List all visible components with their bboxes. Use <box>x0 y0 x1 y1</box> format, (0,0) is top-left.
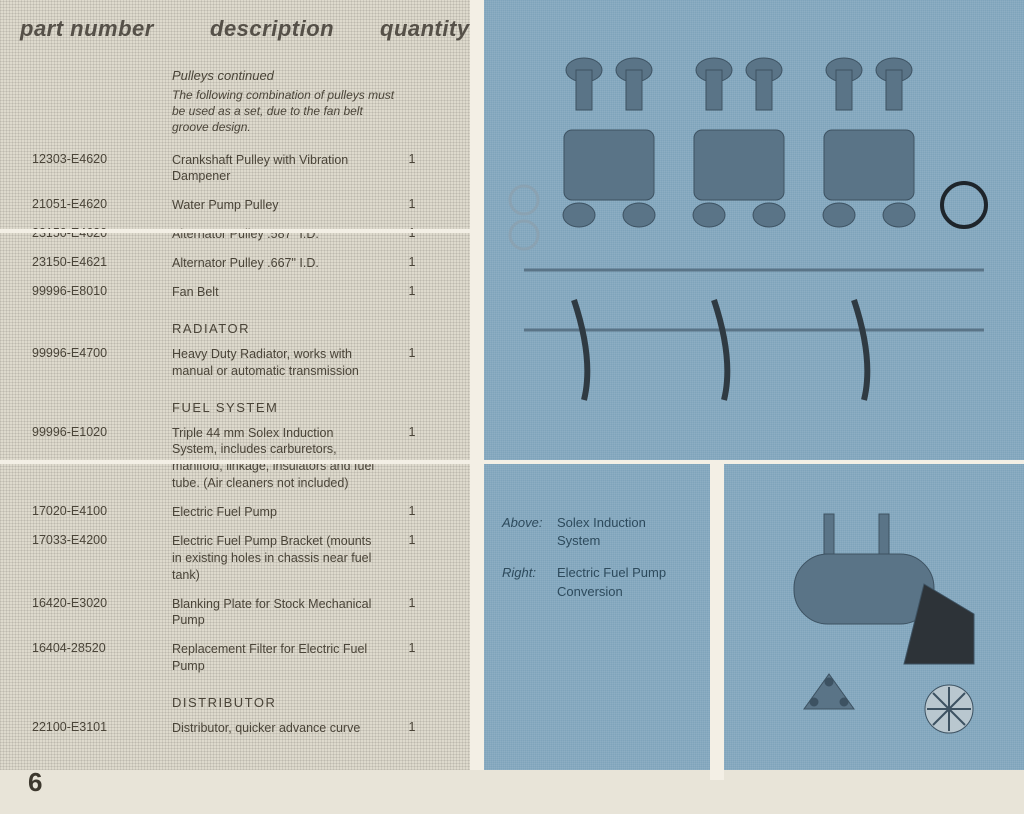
photo-fuel-pump <box>724 464 1024 770</box>
part-qty: 1 <box>392 596 432 610</box>
vertical-gap <box>710 460 724 780</box>
caption-label: Right: <box>502 564 557 600</box>
part-desc: Blanking Plate for Stock Mechanical Pump <box>172 596 392 630</box>
part-desc: Alternator Pulley .667" I.D. <box>172 255 392 272</box>
part-number: 99996-E4700 <box>32 346 172 360</box>
header-description: description <box>210 16 334 42</box>
table-row: 99996-E1020 Triple 44 mm Solex Induction… <box>32 419 470 499</box>
table-row: 16404-28520 Replacement Filter for Elect… <box>32 635 470 681</box>
parts-body: Pulleys continued The following combinat… <box>0 60 470 743</box>
part-desc: Triple 44 mm Solex Induction System, inc… <box>172 425 392 493</box>
table-row: 16420-E3020 Blanking Plate for Stock Mec… <box>32 590 470 636</box>
part-number: 21051-E4620 <box>32 197 172 211</box>
vertical-gap <box>470 0 484 770</box>
part-desc: Distributor, quicker advance curve <box>172 720 392 737</box>
part-qty: 1 <box>392 152 432 166</box>
header-part-number: part number <box>20 16 154 42</box>
part-desc: Electric Fuel Pump <box>172 504 392 521</box>
table-row: 17020-E4100 Electric Fuel Pump 1 <box>32 498 470 527</box>
table-row: 22100-E3101 Distributor, quicker advance… <box>32 714 470 743</box>
caption-text: Solex Induction System <box>557 514 692 550</box>
section-fuel-system: FUEL SYSTEM <box>32 386 470 419</box>
part-qty: 1 <box>392 504 432 518</box>
page-number: 6 <box>28 767 42 798</box>
part-qty: 1 <box>392 533 432 547</box>
part-desc: Replacement Filter for Electric Fuel Pum… <box>172 641 392 675</box>
part-number: 16404-28520 <box>32 641 172 655</box>
part-qty: 1 <box>392 197 432 211</box>
photo-solex-induction <box>484 0 1024 460</box>
part-desc: Water Pump Pulley <box>172 197 392 214</box>
part-qty: 1 <box>392 255 432 269</box>
pulley-set-note: The following combination of pulleys mus… <box>172 87 402 136</box>
part-number: 17020-E4100 <box>32 504 172 518</box>
part-desc: Crankshaft Pulley with Vibration Dampene… <box>172 152 392 186</box>
caption-above: Above: Solex Induction System <box>502 514 692 550</box>
catalog-page: part number description quantity Pulleys… <box>0 0 1024 814</box>
caption-right: Right: Electric Fuel Pump Conversion <box>502 564 692 600</box>
part-number: 22100-E3101 <box>32 720 172 734</box>
parts-illustration-icon <box>484 0 1024 460</box>
table-row: 17033-E4200 Electric Fuel Pump Bracket (… <box>32 527 470 590</box>
table-row: 99996-E8010 Fan Belt 1 <box>32 278 470 307</box>
part-number: 12303-E4620 <box>32 152 172 166</box>
caption-panel: Above: Solex Induction System Right: Ele… <box>484 464 710 770</box>
part-qty: 1 <box>392 284 432 298</box>
part-number: 17033-E4200 <box>32 533 172 547</box>
table-row: 12303-E4620 Crankshaft Pulley with Vibra… <box>32 146 470 192</box>
part-qty: 1 <box>392 720 432 734</box>
continuation-title: Pulleys continued <box>32 68 470 83</box>
table-row: 23150-E4621 Alternator Pulley .667" I.D.… <box>32 249 470 278</box>
parts-table-column: part number description quantity Pulleys… <box>0 0 470 770</box>
header-quantity: quantity <box>380 16 470 42</box>
fuel-pump-illustration-icon <box>724 464 1024 770</box>
caption-text: Electric Fuel Pump Conversion <box>557 564 692 600</box>
section-radiator: RADIATOR <box>32 307 470 340</box>
part-desc: Fan Belt <box>172 284 392 301</box>
part-number: 99996-E1020 <box>32 425 172 439</box>
part-number: 99996-E8010 <box>32 284 172 298</box>
part-desc: Electric Fuel Pump Bracket (mounts in ex… <box>172 533 392 584</box>
part-qty: 1 <box>392 346 432 360</box>
part-number: 16420-E3020 <box>32 596 172 610</box>
part-qty: 1 <box>392 425 432 439</box>
part-number: 23150-E4621 <box>32 255 172 269</box>
section-distributor: DISTRIBUTOR <box>32 681 470 714</box>
part-qty: 1 <box>392 641 432 655</box>
caption-label: Above: <box>502 514 557 550</box>
part-desc: Heavy Duty Radiator, works with manual o… <box>172 346 392 380</box>
table-row: 23150-E4620 Alternator Pulley .587" I.D.… <box>32 220 470 249</box>
table-row: 21051-E4620 Water Pump Pulley 1 <box>32 191 470 220</box>
table-row: 99996-E4700 Heavy Duty Radiator, works w… <box>32 340 470 386</box>
